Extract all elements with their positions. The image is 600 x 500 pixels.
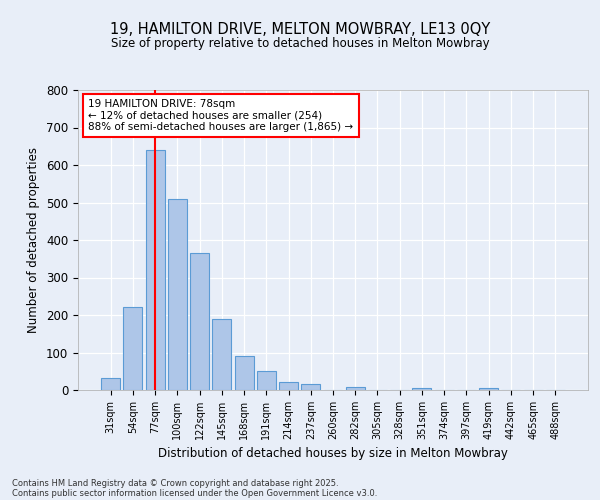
Bar — [257, 370, 276, 390]
Bar — [279, 382, 298, 390]
Bar — [124, 306, 142, 390]
Bar — [346, 388, 365, 390]
X-axis label: Distribution of detached houses by size in Melton Mowbray: Distribution of detached houses by size … — [158, 448, 508, 460]
Bar — [146, 150, 164, 390]
Bar — [212, 319, 231, 390]
Y-axis label: Number of detached properties: Number of detached properties — [28, 147, 40, 333]
Text: Size of property relative to detached houses in Melton Mowbray: Size of property relative to detached ho… — [110, 38, 490, 51]
Bar — [101, 378, 120, 390]
Bar — [412, 388, 431, 390]
Bar — [235, 356, 254, 390]
Text: 19, HAMILTON DRIVE, MELTON MOWBRAY, LE13 0QY: 19, HAMILTON DRIVE, MELTON MOWBRAY, LE13… — [110, 22, 490, 38]
Text: Contains HM Land Registry data © Crown copyright and database right 2025.: Contains HM Land Registry data © Crown c… — [12, 478, 338, 488]
Bar — [479, 388, 498, 390]
Bar — [190, 253, 209, 390]
Text: Contains public sector information licensed under the Open Government Licence v3: Contains public sector information licen… — [12, 488, 377, 498]
Text: 19 HAMILTON DRIVE: 78sqm
← 12% of detached houses are smaller (254)
88% of semi-: 19 HAMILTON DRIVE: 78sqm ← 12% of detach… — [88, 99, 353, 132]
Bar — [301, 384, 320, 390]
Bar — [168, 198, 187, 390]
